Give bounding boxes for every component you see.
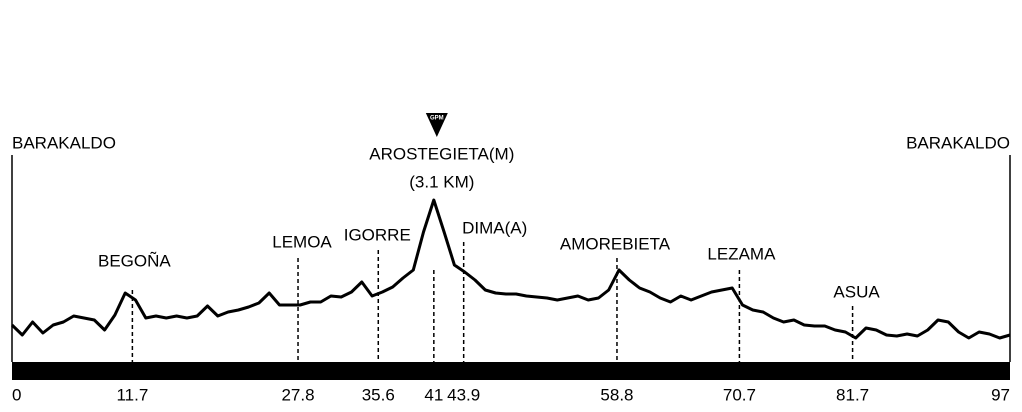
place-label: LEMOA [272, 232, 332, 251]
profile-line [10, 198, 1011, 340]
place-label: DIMA(A) [462, 218, 527, 237]
place-label: AROSTEGIETA(M) [369, 144, 514, 163]
x-tick-label: 70.7 [723, 385, 756, 404]
place-label: IGORRE [344, 225, 411, 244]
gpm-marker [425, 113, 448, 137]
place-label: ASUA [833, 282, 880, 301]
x-tick-label: 27.8 [281, 385, 314, 404]
x-tick-label: 11.7 [116, 385, 148, 404]
x-tick-label: 41 [424, 385, 443, 404]
place-sublabel: (3.1 KM) [409, 172, 474, 191]
place-label: LEZAMA [707, 244, 776, 263]
x-tick-label: 97 [991, 385, 1010, 404]
x-tick-label: 81.7 [836, 385, 869, 404]
place-label: BARAKALDO [12, 133, 116, 152]
x-tick-label: 0 [12, 385, 21, 404]
x-tick-label: 58.8 [600, 385, 633, 404]
place-label: BARAKALDO [906, 133, 1010, 152]
gpm-text: GPM [430, 116, 444, 122]
x-tick-label: 35.6 [362, 385, 395, 404]
place-label: BEGOÑA [98, 251, 171, 270]
x-tick-label: 43.9 [447, 385, 480, 404]
base-bar [12, 362, 1010, 380]
place-label: AMOREBIETA [560, 234, 671, 253]
